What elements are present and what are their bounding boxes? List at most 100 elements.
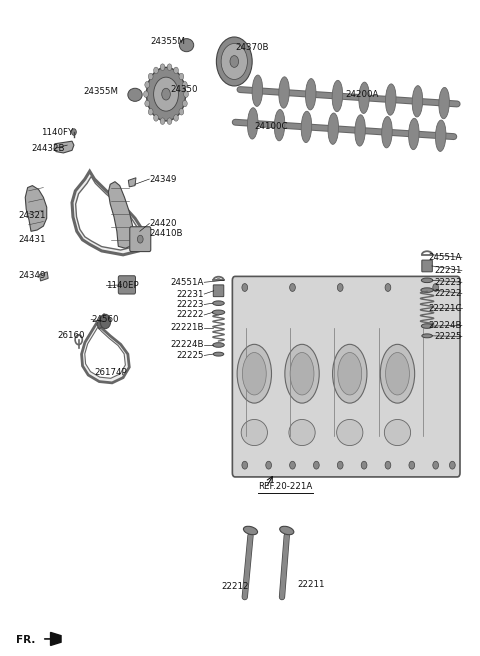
Text: 24349: 24349 [18, 271, 46, 280]
Text: 24349: 24349 [149, 174, 177, 184]
Ellipse shape [184, 91, 189, 97]
Text: 24200A: 24200A [345, 90, 378, 98]
FancyBboxPatch shape [422, 260, 432, 272]
Polygon shape [25, 186, 47, 232]
Text: 22222: 22222 [434, 289, 462, 298]
Ellipse shape [160, 64, 165, 70]
Ellipse shape [180, 39, 194, 52]
Text: 22223: 22223 [434, 277, 462, 287]
Ellipse shape [313, 461, 319, 469]
Ellipse shape [179, 73, 184, 80]
Text: 24355M: 24355M [84, 87, 118, 96]
Ellipse shape [252, 75, 263, 106]
Ellipse shape [167, 64, 172, 70]
Ellipse shape [433, 283, 439, 291]
Text: 24100C: 24100C [254, 122, 288, 131]
Ellipse shape [337, 461, 343, 469]
Ellipse shape [182, 81, 187, 88]
Text: 24410B: 24410B [149, 229, 183, 237]
Ellipse shape [289, 283, 295, 291]
Text: FR.: FR. [16, 635, 35, 646]
Ellipse shape [137, 236, 143, 243]
Ellipse shape [266, 461, 272, 469]
Text: 24370B: 24370B [235, 43, 269, 52]
Ellipse shape [154, 77, 179, 111]
Text: 22221B: 22221B [171, 323, 204, 333]
Ellipse shape [128, 89, 142, 101]
Ellipse shape [355, 115, 365, 146]
Ellipse shape [162, 89, 170, 100]
Ellipse shape [274, 110, 285, 141]
Polygon shape [76, 176, 140, 250]
Ellipse shape [248, 108, 258, 139]
Ellipse shape [154, 67, 158, 73]
Text: 24432B: 24432B [31, 144, 64, 153]
Text: 22221C: 22221C [429, 304, 462, 313]
Text: 22224B: 22224B [171, 340, 204, 350]
Text: REF.20-221A: REF.20-221A [258, 482, 312, 491]
Ellipse shape [382, 117, 392, 148]
Ellipse shape [385, 84, 396, 115]
Ellipse shape [301, 112, 312, 142]
Ellipse shape [305, 79, 316, 110]
Ellipse shape [216, 37, 252, 86]
Text: 22222: 22222 [177, 310, 204, 319]
FancyBboxPatch shape [130, 227, 151, 251]
Ellipse shape [167, 118, 172, 125]
Ellipse shape [412, 86, 423, 117]
Ellipse shape [289, 419, 315, 445]
Text: 1140FY: 1140FY [40, 127, 73, 136]
Text: 24551A: 24551A [429, 253, 462, 262]
Text: 24355M: 24355M [150, 37, 185, 47]
Ellipse shape [179, 108, 184, 115]
Ellipse shape [221, 43, 247, 79]
Polygon shape [108, 182, 134, 249]
Ellipse shape [433, 461, 439, 469]
Polygon shape [85, 327, 125, 379]
Ellipse shape [100, 314, 111, 329]
Ellipse shape [174, 115, 179, 121]
FancyBboxPatch shape [213, 285, 224, 297]
Ellipse shape [279, 77, 289, 108]
Ellipse shape [160, 118, 165, 125]
Ellipse shape [148, 108, 153, 115]
Ellipse shape [380, 344, 415, 403]
Text: 24431: 24431 [18, 236, 46, 244]
Ellipse shape [289, 461, 295, 469]
Text: 22223: 22223 [177, 300, 204, 309]
Ellipse shape [439, 87, 449, 119]
Text: 22225: 22225 [434, 332, 462, 341]
Text: 22212: 22212 [221, 581, 249, 590]
Ellipse shape [212, 310, 225, 315]
Ellipse shape [332, 80, 343, 112]
Text: 22224B: 22224B [429, 321, 462, 330]
Ellipse shape [421, 278, 433, 283]
Text: 26174P: 26174P [95, 368, 127, 377]
Ellipse shape [213, 342, 224, 347]
Ellipse shape [213, 352, 224, 356]
Ellipse shape [422, 334, 432, 338]
Text: 22231: 22231 [177, 289, 204, 298]
Text: 22225: 22225 [177, 351, 204, 360]
Ellipse shape [359, 82, 369, 113]
FancyBboxPatch shape [118, 276, 135, 294]
Ellipse shape [336, 419, 363, 445]
Text: 24321: 24321 [18, 211, 46, 220]
Text: 24420: 24420 [149, 219, 177, 228]
Ellipse shape [421, 288, 433, 293]
Polygon shape [82, 323, 129, 383]
Ellipse shape [421, 324, 433, 328]
Text: 22211: 22211 [298, 579, 325, 588]
Polygon shape [39, 272, 48, 281]
Ellipse shape [333, 344, 367, 403]
Ellipse shape [182, 100, 187, 107]
Ellipse shape [242, 352, 266, 395]
Ellipse shape [145, 100, 150, 107]
Ellipse shape [242, 461, 248, 469]
Ellipse shape [242, 283, 248, 291]
Ellipse shape [213, 301, 224, 306]
Ellipse shape [338, 352, 362, 395]
Ellipse shape [243, 526, 258, 535]
Ellipse shape [408, 118, 419, 150]
Ellipse shape [385, 461, 391, 469]
